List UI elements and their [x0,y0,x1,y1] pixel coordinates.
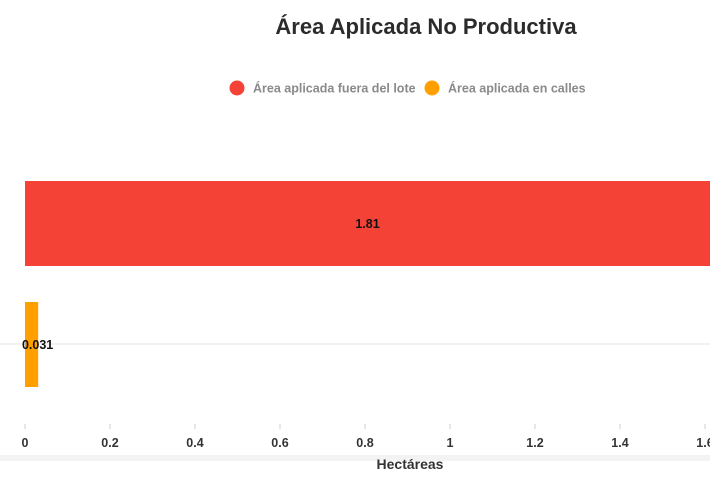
x-tick-label-9: 1.6 [696,436,710,450]
chart-title: Área Aplicada No Productiva [275,14,577,39]
x-tick-label-2: 0.2 [101,436,118,450]
data-label-2: 0.031 [22,338,53,352]
x-axis-title: Hectáreas [377,456,444,472]
x-tick-label-6: 1 [447,436,454,450]
legend-marker-2[interactable] [424,80,440,96]
bar-2[interactable] [25,302,39,387]
legend-label-1[interactable]: Área aplicada fuera del lote [253,81,416,96]
x-tick-label-8: 1.4 [611,436,628,450]
x-tick-label-1: 0 [22,436,29,450]
data-label-1: 1.81 [355,217,379,231]
legend-marker-1[interactable] [229,80,245,96]
axis-shadow [0,455,710,461]
x-tick-label-7: 1.2 [526,436,543,450]
legend-label-2[interactable]: Área aplicada en calles [448,81,586,96]
bar-1[interactable] [25,181,710,266]
x-tick-label-4: 0.6 [271,436,288,450]
x-tick-label-5: 0.8 [356,436,373,450]
x-tick-label-3: 0.4 [186,436,203,450]
